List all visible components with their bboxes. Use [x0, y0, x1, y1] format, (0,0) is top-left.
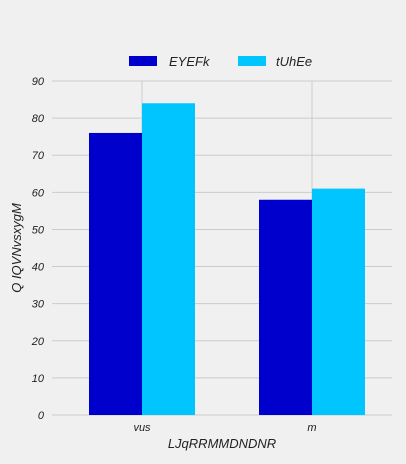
- x-tick-label: m: [307, 422, 316, 434]
- legend-label-EYEFk: EYEFk: [169, 54, 211, 69]
- legend: EYEFk tUhEe: [129, 54, 312, 69]
- x-axis-ticks: vus m: [133, 422, 316, 434]
- bars: [89, 103, 365, 416]
- y-tick-label: 20: [31, 336, 45, 348]
- legend-label-tUhEe: tUhEe: [276, 54, 312, 69]
- y-tick-label: 70: [32, 150, 45, 162]
- y-tick-label: 0: [38, 410, 45, 422]
- y-tick-label: 30: [32, 299, 45, 311]
- x-tick-label: vus: [133, 422, 151, 434]
- y-tick-label: 40: [32, 262, 45, 274]
- y-tick-label: 90: [32, 76, 45, 88]
- y-tick-label: 10: [32, 373, 45, 385]
- bar-EYEFk-m: [259, 199, 312, 415]
- bar-tUhEe-m: [312, 188, 365, 415]
- y-axis-title: Q IQVNvsxygM: [9, 203, 24, 293]
- y-tick-label: 60: [32, 187, 45, 199]
- y-tick-label: 50: [32, 224, 45, 236]
- legend-swatch-tUhEe: [238, 56, 266, 66]
- bar-EYEFk-vus: [89, 132, 142, 415]
- y-axis-ticks: 0 10 20 30 40 50 60 70 80 90: [31, 76, 45, 422]
- y-tick-label: 80: [32, 113, 45, 125]
- legend-swatch-EYEFk: [129, 56, 157, 66]
- bar-tUhEe-vus: [142, 103, 195, 416]
- x-axis-title: LJqRRMMDNDNR: [168, 436, 276, 451]
